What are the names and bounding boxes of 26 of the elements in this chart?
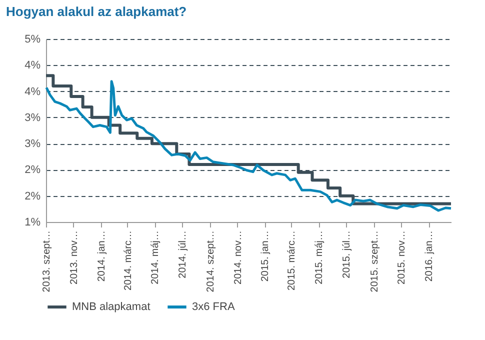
x-tick-label: 2015. nov…: [396, 230, 408, 284]
y-tick-label: 5%: [24, 34, 41, 46]
x-tick-label: 2014. júl…: [178, 230, 189, 278]
x-tick-label: 2015. márc…: [286, 230, 298, 291]
x-tick-label: 2013. nov…: [68, 230, 80, 284]
x-tick-label: 2015. máj…: [314, 230, 326, 284]
x-tick-label: 2014. márc…: [122, 230, 134, 291]
y-tick-label: 2%: [24, 164, 41, 176]
x-tick-label: 2013. szept…: [42, 230, 52, 292]
y-tick-label: 2%: [24, 190, 41, 202]
x-tick-label: 2014. szept…: [205, 230, 216, 292]
y-tick-label: 1%: [24, 216, 41, 228]
x-tick-label: 2015. jan…: [260, 230, 272, 282]
y-tick-label: 3%: [24, 112, 41, 124]
chart-title: Hogyan alakul az alapkamat?: [6, 4, 187, 19]
x-tick-label: 2014. nov…: [232, 230, 244, 284]
x-tick-label: 2015. júl…: [341, 230, 352, 278]
y-tick-label: 4%: [24, 60, 41, 72]
legend-label: MNB alapkamat: [72, 301, 150, 313]
x-tick-label: 2014. jan…: [96, 230, 108, 282]
x-tick-label: 2015. szept…: [369, 230, 380, 292]
y-tick-label: 4%: [24, 86, 41, 98]
legend-label: 3x6 FRA: [192, 301, 236, 313]
x-tick-label: 2016. jan…: [424, 230, 436, 282]
y-tick-label: 3%: [24, 138, 41, 150]
x-tick-label: 2014. máj…: [150, 230, 162, 284]
